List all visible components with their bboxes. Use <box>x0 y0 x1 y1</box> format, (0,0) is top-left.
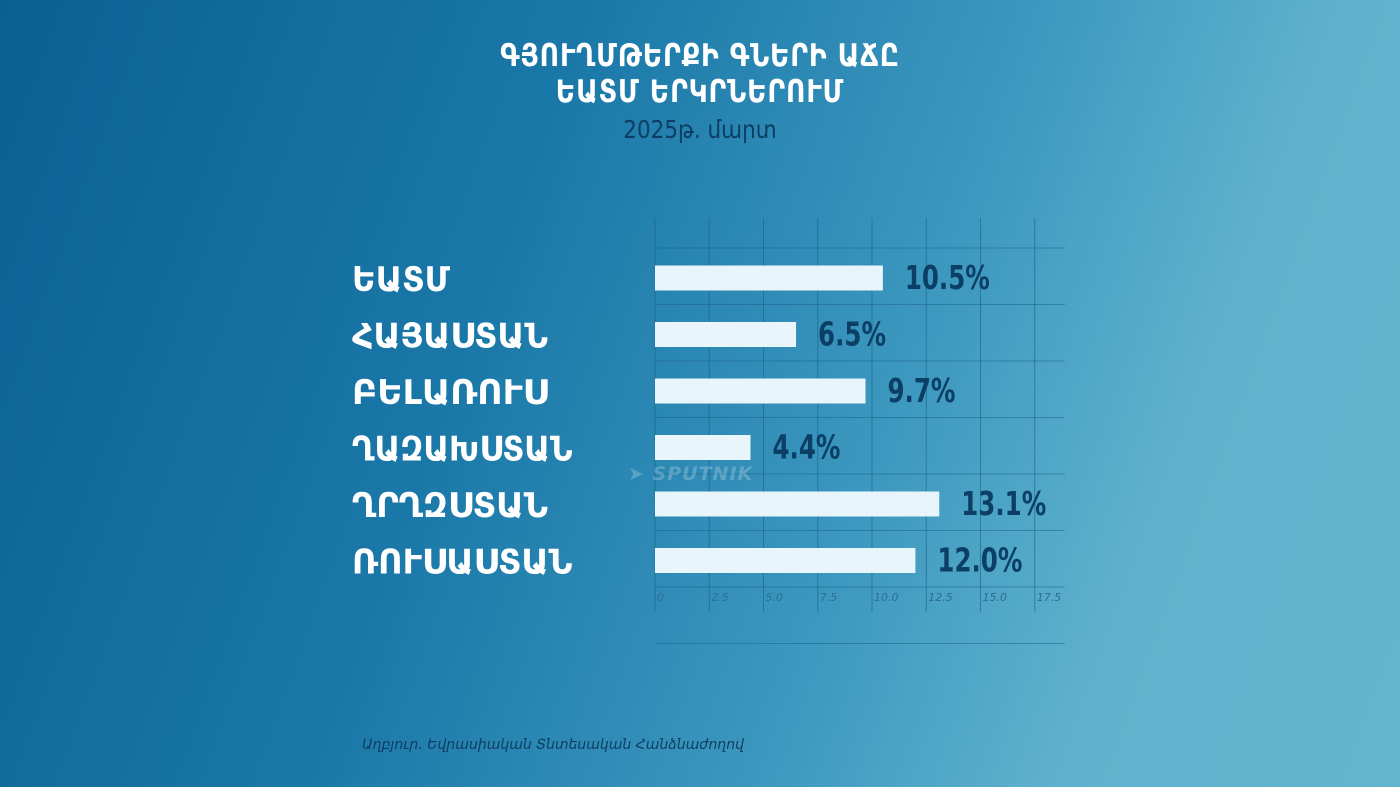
chart-title-line2: ԵԱՏՄ ԵՐԿՐՆԵՐՈՒՄ <box>555 74 845 110</box>
category-label: ՌՈՒՍԱՍՏԱՆ <box>352 543 573 583</box>
source-note: Աղբյուր․ Եվրասիական Տնտեսական Հանձնաժողո… <box>362 737 745 753</box>
bar <box>655 265 883 291</box>
value-label: 13.1% <box>961 484 1046 523</box>
x-tick-label: 0 <box>657 591 664 604</box>
x-tick-label: 2.5 <box>711 591 729 604</box>
value-label: 6.5% <box>818 315 886 354</box>
x-tick-label: 15.0 <box>983 591 1008 604</box>
value-label: 12.0% <box>937 541 1022 580</box>
value-label: 9.7% <box>887 371 955 410</box>
category-label: ԲԵԼԱՌՈՒՍ <box>352 373 548 413</box>
chart-title-line1: ԳՅՈՒՂՄԹԵՐՔԻ ԳՆԵՐԻ ԱՃԸ <box>500 38 900 74</box>
x-tick-label: 7.5 <box>820 591 838 604</box>
value-label: 10.5% <box>905 258 990 297</box>
chart-subtitle: 2025թ. մարտ <box>623 115 777 144</box>
bar <box>655 435 751 460</box>
x-tick-label: 10.0 <box>874 591 899 604</box>
bar <box>655 322 797 347</box>
category-label: ՂԱԶԱԽՍՏԱՆ <box>352 430 573 470</box>
category-label: ԵԱՏՄ <box>352 260 450 300</box>
value-label: 4.4% <box>772 428 840 467</box>
bar <box>655 378 866 404</box>
category-label: ՂՐՂԶՍՏԱՆ <box>352 486 548 526</box>
bar <box>655 491 940 517</box>
watermark-text: SPUTNIK <box>652 463 754 485</box>
title-block: ԳՅՈՒՂՄԹԵՐՔԻ ԳՆԵՐԻ ԱՃԸ ԵԱՏՄ ԵՐԿՐՆԵՐՈՒՄ 20… <box>0 38 1400 148</box>
x-tick-label: 5.0 <box>766 591 784 604</box>
bar <box>655 548 916 573</box>
x-tick-label: 17.5 <box>1037 591 1062 604</box>
sputnik-watermark: ➤ SPUTNIK <box>628 463 754 485</box>
x-tick-label: 12.5 <box>928 591 953 604</box>
category-label: ՀԱՅԱՍՏԱՆ <box>352 317 548 357</box>
